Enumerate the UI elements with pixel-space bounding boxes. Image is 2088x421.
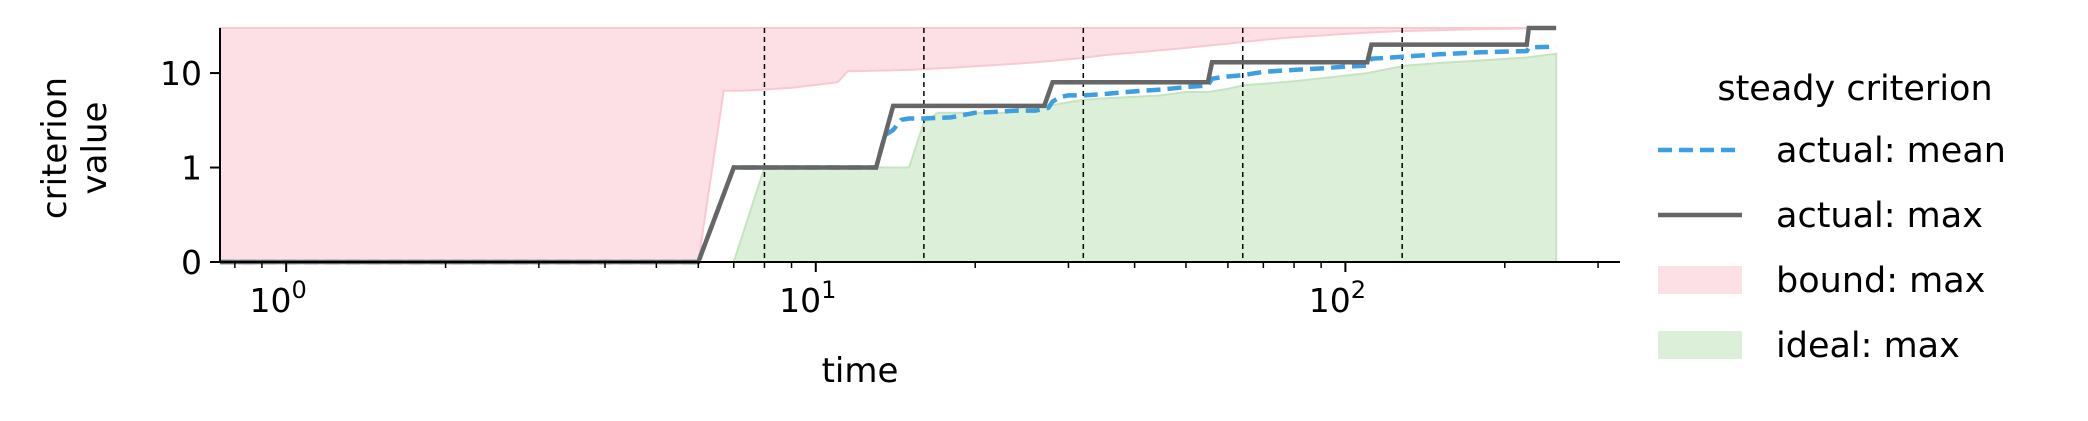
legend-entry-bound-max: bound: max [1658,261,1985,301]
x-axis-label: time [822,351,899,391]
actual-mean-line [220,44,1557,265]
legend-entry-ideal-max: ideal: max [1658,326,1960,366]
bound-max-area [219,27,1557,263]
y-tick-label: 1 [181,149,202,188]
legend-entry-actual-mean: actual: mean [1658,131,2006,171]
legend-swatch [1658,266,1742,294]
legend-label: ideal: max [1776,326,1960,366]
y-tick-label: 10 [160,54,202,93]
x-tick-label: 102 [1309,276,1366,320]
y-tick-label: 0 [181,243,202,282]
legend-title: steady criterion [1717,69,1992,109]
plot-area [219,25,1558,265]
legend-label: bound: max [1776,261,1985,301]
x-tick-label: 101 [779,276,836,320]
legend-entry-actual-max: actual: max [1658,196,1983,236]
legend-swatch [1658,331,1742,359]
axes: 100 101 102 0 1 10 time criterionvalue [35,28,1620,391]
legend-label: actual: max [1776,196,1983,236]
y-axis-label: criterionvalue [35,77,115,219]
legend: steady criterion actual: mean actual: max b… [1658,69,2006,366]
actual-max-line [220,25,1557,265]
x-tick-label: 100 [250,276,307,320]
legend-label: actual: mean [1776,131,2006,171]
ideal-max-area [220,52,1558,263]
